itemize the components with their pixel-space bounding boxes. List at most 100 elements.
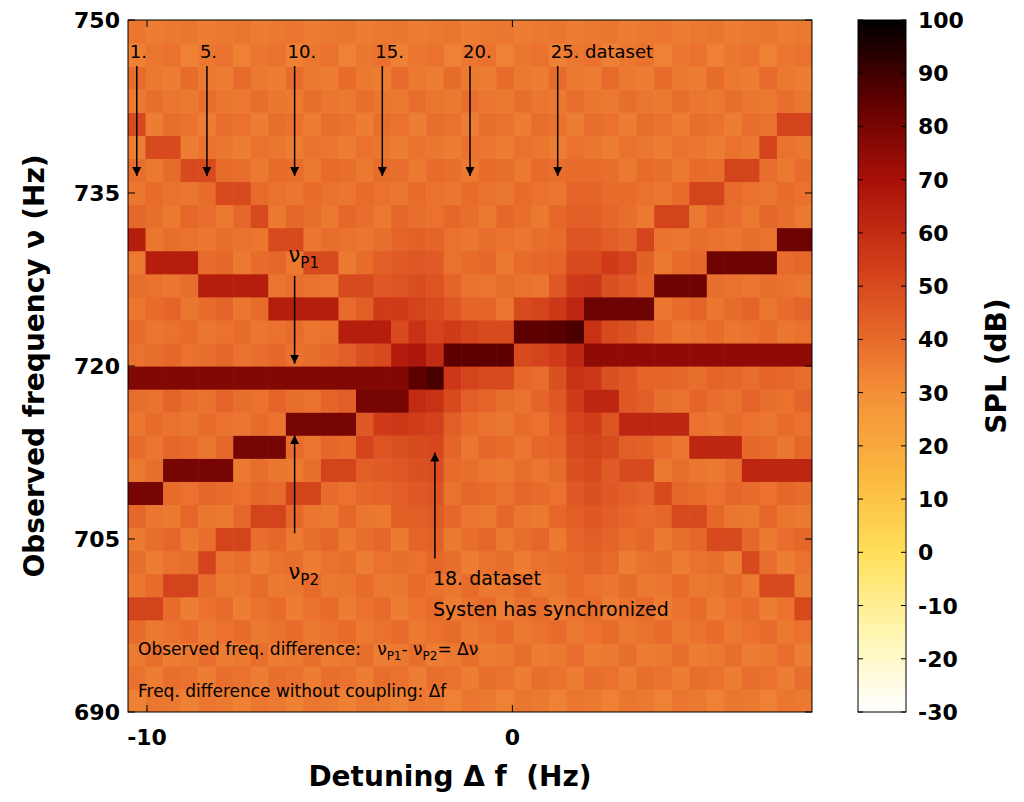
cell [637,228,655,252]
cell [707,666,725,690]
cell [181,205,199,229]
cell [216,366,234,390]
cell [602,689,620,712]
cell [233,135,251,159]
cell [689,320,707,344]
cell [338,228,356,252]
cell [374,551,392,575]
cell [549,251,567,275]
cell [444,666,462,690]
cell [689,66,707,90]
cell [742,366,760,390]
colorbar-tick-label: 60 [918,221,949,246]
cell [426,181,444,205]
cell [356,205,374,229]
cell [496,228,514,252]
cell [619,89,637,113]
cell [566,135,584,159]
cell [426,251,444,275]
cell [479,66,497,90]
cell [742,20,760,44]
cell [566,435,584,459]
cell [514,504,532,528]
cell [724,135,742,159]
cell [426,43,444,67]
cell [496,158,514,182]
cell [584,481,602,505]
note: Observed freq. difference: νP1- νP2= Δν [138,639,478,663]
cell [707,574,725,598]
cell [268,412,286,436]
cell [479,666,497,690]
cell [233,43,251,67]
cell [584,297,602,321]
cell [356,89,374,113]
cell [602,412,620,436]
subscript: P1 [387,649,402,663]
cell [689,297,707,321]
cell [654,89,672,113]
cell [198,458,216,482]
cell [759,389,777,413]
axes: -100690705720735750 [74,8,812,750]
cell [689,43,707,67]
cell [707,228,725,252]
cell [514,181,532,205]
cell [654,343,672,367]
cell [409,181,427,205]
cell [619,158,637,182]
cell [303,481,321,505]
annotations: 1.5.10.15.20.25. datasetνP1νP218. datase… [130,41,669,701]
cell [619,666,637,690]
cell [479,251,497,275]
cell [689,435,707,459]
cell [759,320,777,344]
cell [777,43,795,67]
cell [584,66,602,90]
cell [216,20,234,44]
cell [777,620,795,644]
cell [251,320,269,344]
cell [742,181,760,205]
y-tick [805,366,812,367]
cell [707,112,725,136]
cell [181,412,199,436]
colorbar-tick-label: 10 [918,487,949,512]
cell [251,89,269,113]
cell [479,135,497,159]
cell [146,551,164,575]
cell [759,20,777,44]
cell [338,481,356,505]
cell [374,504,392,528]
subscript: P2 [423,649,438,663]
colorbar-tick [858,712,863,713]
cell [777,112,795,136]
cell [303,458,321,482]
cell [707,20,725,44]
cell [251,112,269,136]
text-run: = Δν [437,639,478,659]
cell [707,89,725,113]
cell [198,274,216,298]
cell [181,89,199,113]
cell [724,389,742,413]
cell [759,597,777,621]
colorbar-tick [901,126,906,127]
cell [303,320,321,344]
cell [514,458,532,482]
colorbar-tick [901,232,906,233]
cell [198,181,216,205]
cell [216,158,234,182]
cell [321,181,339,205]
cell [742,135,760,159]
colorbar-tick [858,552,863,553]
cell [268,181,286,205]
cell [461,251,479,275]
cell [321,504,339,528]
cell [303,366,321,390]
cell [181,481,199,505]
cell [619,320,637,344]
cell [391,66,409,90]
dataset-label: 5. [200,41,217,62]
text-run: ν [289,560,301,584]
